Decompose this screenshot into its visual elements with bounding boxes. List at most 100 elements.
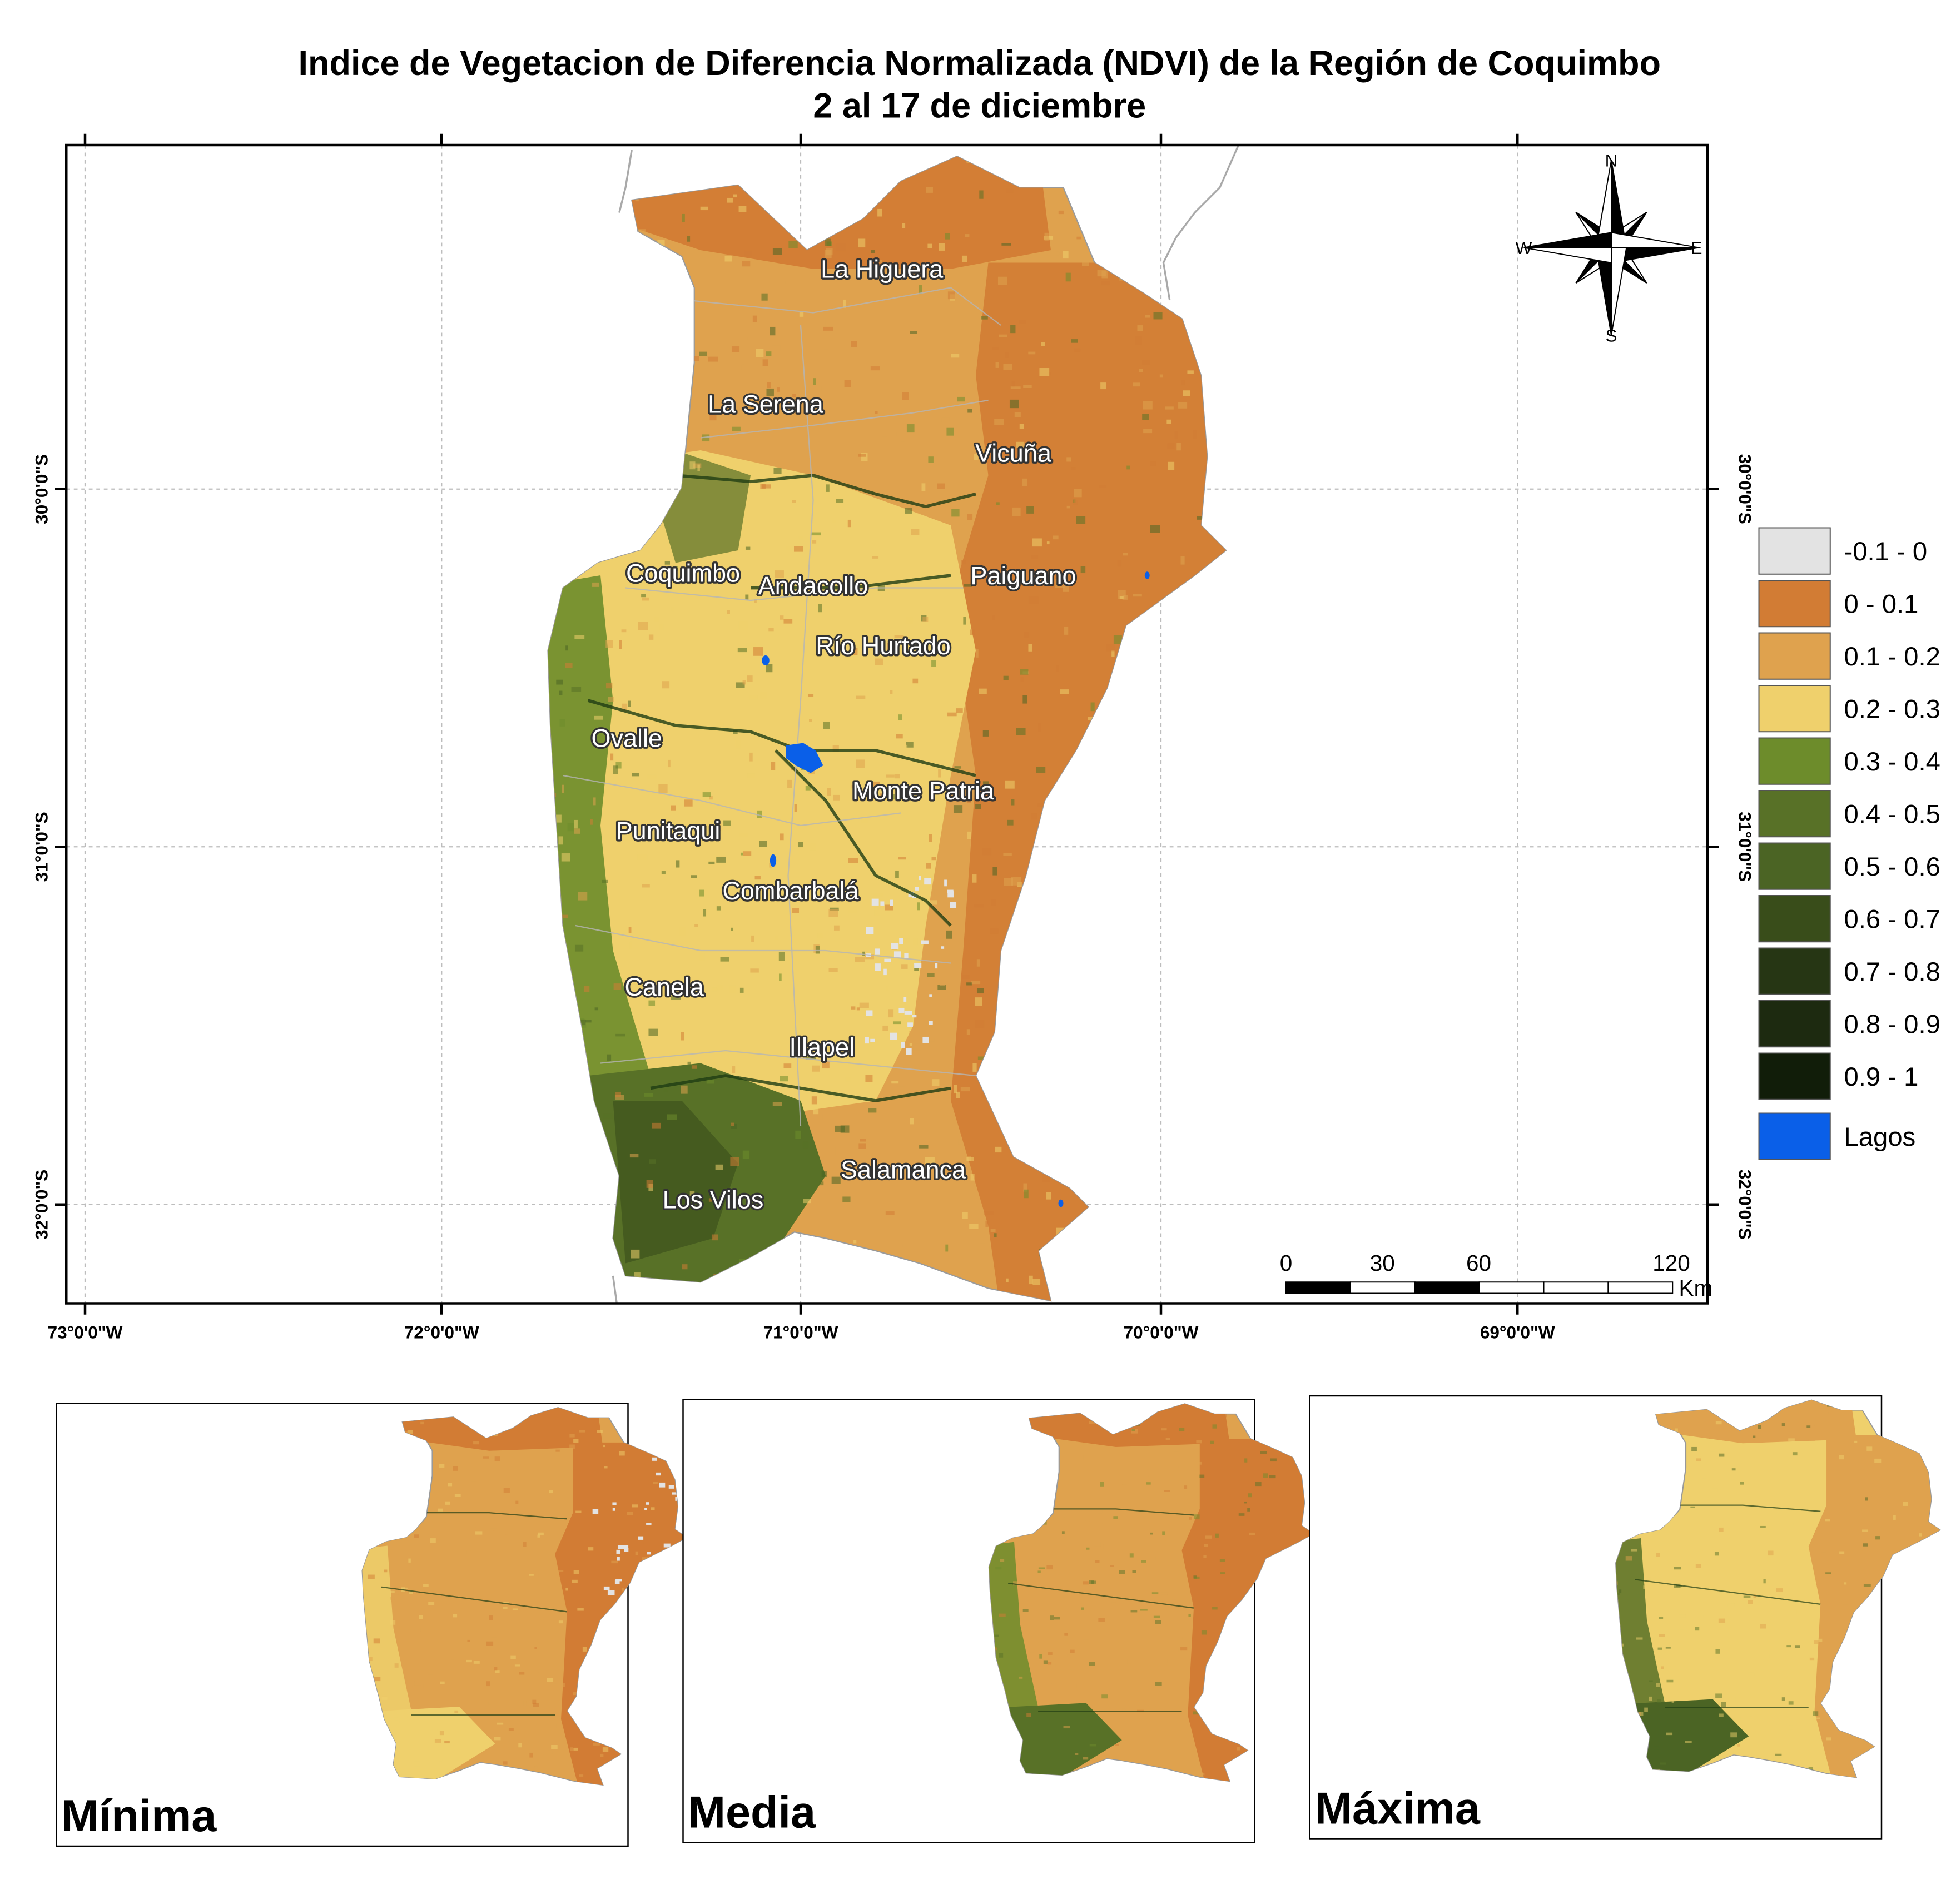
texture-patch [1140, 937, 1145, 946]
inset-texture [439, 1759, 443, 1762]
texture-patch [803, 1199, 811, 1204]
inset-snow [629, 1686, 634, 1689]
texture-patch [924, 1157, 935, 1166]
texture-patch [794, 804, 797, 812]
lon-label: 69°0'0"W [1480, 1323, 1555, 1343]
inset-texture [390, 1620, 396, 1625]
texture-patch [540, 778, 543, 784]
texture-patch [1031, 555, 1039, 559]
texture-patch [1056, 174, 1064, 182]
texture-patch [1042, 1174, 1050, 1182]
inset-texture [1691, 1446, 1697, 1451]
texture-patch [1230, 654, 1240, 663]
inset-snow [644, 1508, 647, 1510]
texture-patch [901, 964, 908, 969]
inset-texture [1244, 1501, 1247, 1504]
place-label: Paiguano [970, 561, 1076, 590]
inset-texture [656, 1585, 661, 1588]
scale-bar [1285, 1281, 1674, 1294]
texture-patch [615, 1033, 625, 1037]
inset-texture [409, 1589, 413, 1594]
inset-snow [672, 1717, 676, 1722]
inset-texture [1129, 1553, 1134, 1558]
texture-patch [1041, 342, 1046, 346]
inset-texture [1130, 1610, 1138, 1613]
texture-patch [731, 927, 733, 931]
inset-texture [1026, 1713, 1031, 1717]
texture-patch [578, 892, 588, 901]
texture-patch [1133, 594, 1142, 597]
texture-patch [945, 1244, 949, 1252]
texture-patch [1095, 1103, 1100, 1108]
inset-texture [1189, 1517, 1192, 1520]
inset-texture [1273, 1752, 1279, 1756]
inset-texture [1836, 1618, 1842, 1623]
texture-patch [603, 1174, 612, 1181]
texture-patch [927, 973, 935, 977]
inset-texture [1173, 1428, 1178, 1431]
place-label: Salamanca [841, 1156, 966, 1184]
inset-texture [390, 1597, 395, 1600]
inset-texture [373, 1638, 380, 1644]
texture-patch [1020, 891, 1030, 899]
inset-texture [548, 1750, 553, 1755]
legend-swatch [1758, 947, 1831, 995]
texture-patch [716, 856, 726, 863]
inset-texture [405, 1774, 411, 1778]
inset-texture [419, 1615, 423, 1619]
inset-texture [1111, 1598, 1116, 1603]
inset-texture [1712, 1752, 1720, 1756]
texture-patch [1140, 633, 1144, 637]
texture-patch [1159, 201, 1165, 205]
texture-patch [1055, 1249, 1059, 1254]
inset-texture [999, 1613, 1006, 1617]
lake-recoleta [786, 743, 823, 773]
texture-patch [937, 483, 945, 489]
texture-patch [716, 906, 721, 911]
texture-patch [618, 415, 623, 422]
inset-texture [1781, 1697, 1785, 1701]
texture-patch [1023, 385, 1032, 389]
inset-texture [1237, 1746, 1240, 1751]
texture-patch [800, 371, 804, 376]
inset-texture [1744, 1727, 1747, 1733]
lat-label-left: 30°0'0"S [32, 454, 52, 524]
lon-label: 70°0'0"W [1124, 1323, 1199, 1343]
texture-patch [1197, 876, 1202, 882]
texture-patch [896, 1086, 905, 1092]
inset-texture [504, 1534, 508, 1539]
texture-patch [1022, 695, 1027, 704]
inset-texture [1809, 1657, 1815, 1661]
snow-patch [870, 1038, 875, 1042]
texture-patch [770, 326, 776, 336]
texture-patch [1139, 369, 1143, 372]
texture-patch [565, 663, 573, 668]
place-label: Coquimbo [626, 559, 740, 587]
inset-texture [667, 1647, 673, 1652]
texture-patch [574, 819, 578, 829]
texture-patch [1180, 157, 1185, 165]
texture-patch [979, 190, 984, 199]
legend-swatch [1758, 895, 1831, 943]
texture-patch [926, 187, 933, 193]
main-map [55, 133, 1719, 1315]
inset-texture [497, 1722, 504, 1725]
inset-texture [1703, 1614, 1707, 1617]
texture-patch [1123, 950, 1126, 954]
inset-snow [659, 1600, 663, 1605]
inset-texture [1205, 1535, 1212, 1539]
texture-patch [916, 1271, 923, 1278]
snow-patch [891, 943, 899, 950]
compass-point [1611, 247, 1627, 336]
texture-patch [641, 594, 646, 598]
inset-valley [381, 1586, 568, 1613]
place-label: Monte Patria [852, 777, 995, 805]
inset-texture [570, 1747, 573, 1751]
texture-patch [851, 648, 858, 655]
texture-patch [559, 719, 565, 727]
texture-patch [1106, 777, 1116, 786]
texture-patch [757, 810, 762, 818]
inset-texture [582, 1624, 588, 1628]
texture-patch [966, 982, 972, 986]
inset-texture [573, 1439, 579, 1443]
